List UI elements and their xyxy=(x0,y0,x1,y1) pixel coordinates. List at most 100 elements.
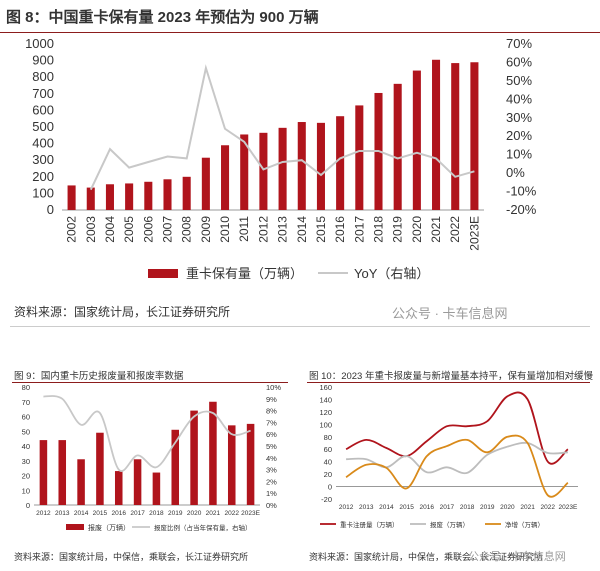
x-tick-label: 2023E xyxy=(559,504,578,511)
y-right-tick-label: 30% xyxy=(506,110,532,125)
y-tick-label: 80 xyxy=(324,433,332,442)
x-tick-label: 2012 xyxy=(36,510,51,517)
x-tick-label: 2010 xyxy=(218,216,232,243)
x-tick-label: 2016 xyxy=(112,510,127,517)
bar xyxy=(355,105,364,210)
x-tick-label: 2013 xyxy=(359,504,374,511)
y-left-tick-label: 20 xyxy=(22,472,30,481)
bar xyxy=(114,471,123,505)
left-chart: 0 10 20 30 40 50 60 70 80 0% 1% 2% 3% 4% 5% 6% 7% 8% 9% 10%… xyxy=(22,385,282,532)
bar xyxy=(58,440,67,505)
y-tick-label: 160 xyxy=(319,385,332,392)
x-tick-label: 2013 xyxy=(276,216,290,243)
y-right-tick-label: 60% xyxy=(506,54,532,69)
x-tick-label: 2015 xyxy=(93,510,108,517)
bar xyxy=(201,157,210,210)
bar xyxy=(77,459,85,505)
x-tick-label: 2003 xyxy=(84,216,98,243)
y-left-tick-label: 800 xyxy=(32,69,54,84)
y-tick-label: 100 xyxy=(319,420,332,429)
x-tick-label: 2002 xyxy=(65,216,79,243)
yoy-line xyxy=(89,64,475,191)
y-left-tick-label: 0 xyxy=(47,202,54,217)
bar xyxy=(190,410,198,505)
x-tick-label: 2018 xyxy=(149,510,164,517)
x-tick-label: 2018 xyxy=(460,504,475,511)
top-source: 资料来源：国家统计局，长江证券研究所 xyxy=(14,305,231,319)
net-increase-line xyxy=(345,434,569,498)
x-tick-label: 2011 xyxy=(237,216,251,242)
y-right-tick-label: 8% xyxy=(266,407,277,416)
x-tick-label: 2017 xyxy=(440,504,455,511)
bar xyxy=(412,70,421,210)
right-chart-title: 图 10：2023 年重卡报废量与新增量基本持平，保有量增加相对缓慢 xyxy=(309,371,593,382)
y-tick-label: 20 xyxy=(324,470,332,479)
x-tick-label: 2007 xyxy=(161,216,175,243)
x-tick-label: 2004 xyxy=(103,216,117,243)
y-right-tick-label: 40% xyxy=(506,91,532,106)
x-tick-label: 2021 xyxy=(429,216,443,243)
y-left-tick-label: 40 xyxy=(22,442,30,451)
right-chart: -20 0 20 40 60 80 100 120 140 160 2012 2013 2014 2015… xyxy=(319,385,578,529)
x-tick-label: 2014 xyxy=(379,504,394,511)
bar xyxy=(297,122,306,210)
y-right-tick-label: 0% xyxy=(266,501,277,510)
bar xyxy=(336,116,345,210)
bar xyxy=(86,187,95,210)
x-tick-label: 2020 xyxy=(500,504,515,511)
bar xyxy=(163,179,172,210)
y-right-tick-label: -20% xyxy=(506,202,537,217)
registration-line xyxy=(345,391,569,465)
bar xyxy=(451,63,460,211)
right-watermark: 公众号 · 卡车信息网 xyxy=(468,551,566,563)
legend-line-label: YoY（右轴） xyxy=(354,266,429,281)
x-tick-label: 2021 xyxy=(520,504,535,511)
bar xyxy=(39,440,48,505)
y-left-tick-label: 900 xyxy=(32,53,54,68)
divider xyxy=(10,326,590,327)
x-tick-label: 2022 xyxy=(448,216,462,243)
y-right-tick-label: 4% xyxy=(266,454,277,463)
bar xyxy=(227,425,236,505)
y-tick-label: 0 xyxy=(328,483,332,492)
x-tick-label: 2023E xyxy=(241,510,260,517)
x-tick-label: 2012 xyxy=(339,504,354,511)
bar xyxy=(133,459,142,505)
legend-bar-label: 报废（万辆） xyxy=(88,523,130,532)
legend-label: 报废（万辆） xyxy=(430,520,469,529)
y-left-tick-label: 0 xyxy=(26,501,30,510)
y-right-tick-label: 9% xyxy=(266,395,277,404)
x-tick-label: 2015 xyxy=(314,216,328,243)
ratio-line xyxy=(43,395,251,472)
legend-bar-swatch xyxy=(148,269,178,278)
bar xyxy=(240,134,249,210)
y-left-tick-label: 60 xyxy=(22,413,30,422)
bar xyxy=(470,62,479,210)
x-tick-label: 2018 xyxy=(372,216,386,243)
y-left-tick-label: 10 xyxy=(22,486,30,495)
x-tick-label: 2012 xyxy=(256,216,270,243)
bar xyxy=(316,122,325,210)
y-left-tick-label: 70 xyxy=(22,398,30,407)
x-tick-label: 2020 xyxy=(410,216,424,243)
top-watermark: 公众号 · 卡车信息网 xyxy=(392,306,508,321)
x-tick-label: 2015 xyxy=(399,504,414,511)
y-right-tick-label: 50% xyxy=(506,73,532,88)
bar xyxy=(393,83,402,210)
y-right-tick-label: 10% xyxy=(266,385,281,392)
y-left-tick-label: 300 xyxy=(32,152,54,167)
x-tick-label: 2014 xyxy=(295,216,309,243)
y-left-tick-label: 400 xyxy=(32,136,54,151)
y-right-tick-label: 3% xyxy=(266,466,277,475)
y-left-tick-label: 700 xyxy=(32,86,54,101)
bar xyxy=(182,176,191,210)
bar xyxy=(96,432,104,505)
y-right-tick-label: 1% xyxy=(266,489,277,498)
legend-bar-label: 重卡保有量（万辆） xyxy=(186,266,303,281)
x-tick-label: 2017 xyxy=(352,216,366,243)
bar xyxy=(432,59,441,210)
x-tick-label: 2019 xyxy=(168,510,183,517)
y-left-tick-label: 80 xyxy=(22,385,30,392)
y-right-tick-label: 6% xyxy=(266,430,277,439)
